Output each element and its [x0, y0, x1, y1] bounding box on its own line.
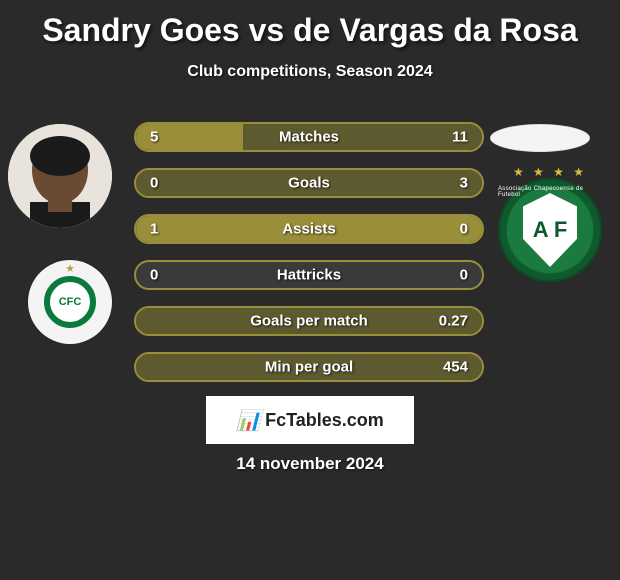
player-left-photo — [8, 124, 112, 228]
avatar-icon — [8, 124, 112, 228]
bar-label: Assists — [136, 221, 482, 238]
stat-bar-row: 10Assists — [134, 214, 484, 244]
chart-icon: 📊 — [236, 408, 261, 433]
shield-icon: A F — [520, 193, 580, 267]
bar-label: Hattricks — [136, 267, 482, 284]
footer-date: 14 november 2024 — [0, 454, 620, 474]
club-right-letters: A F — [533, 217, 568, 243]
club-badge-right: ★ ★ ★ ★ Associação Chapecoense de Futebo… — [498, 178, 602, 282]
comparison-bars: 511Matches 03Goals 10Assists 00Hattricks 0.2… — [134, 122, 484, 398]
bar-label: Goals per match — [136, 313, 482, 330]
stat-bar-row: 00Hattricks — [134, 260, 484, 290]
brand-badge: 📊 FcTables.com — [206, 396, 414, 444]
bar-label: Goals — [136, 175, 482, 192]
club-badge-left: ★ CFC — [28, 260, 112, 344]
stat-bar-row: 03Goals — [134, 168, 484, 198]
player-right-flag — [490, 124, 590, 152]
stars-icon: ★ ★ ★ ★ — [513, 165, 587, 179]
brand-text: FcTables.com — [265, 410, 384, 431]
stat-bar-row: 0.27Goals per match — [134, 306, 484, 336]
stat-bar-row: 511Matches — [134, 122, 484, 152]
star-icon: ★ — [65, 262, 75, 275]
page-subtitle: Club competitions, Season 2024 — [0, 63, 620, 81]
page-title: Sandry Goes vs de Vargas da Rosa — [0, 0, 620, 49]
bar-label: Matches — [136, 129, 482, 146]
stat-bar-row: 454Min per goal — [134, 352, 484, 382]
club-left-text: CFC — [44, 276, 96, 328]
bar-label: Min per goal — [136, 359, 482, 376]
